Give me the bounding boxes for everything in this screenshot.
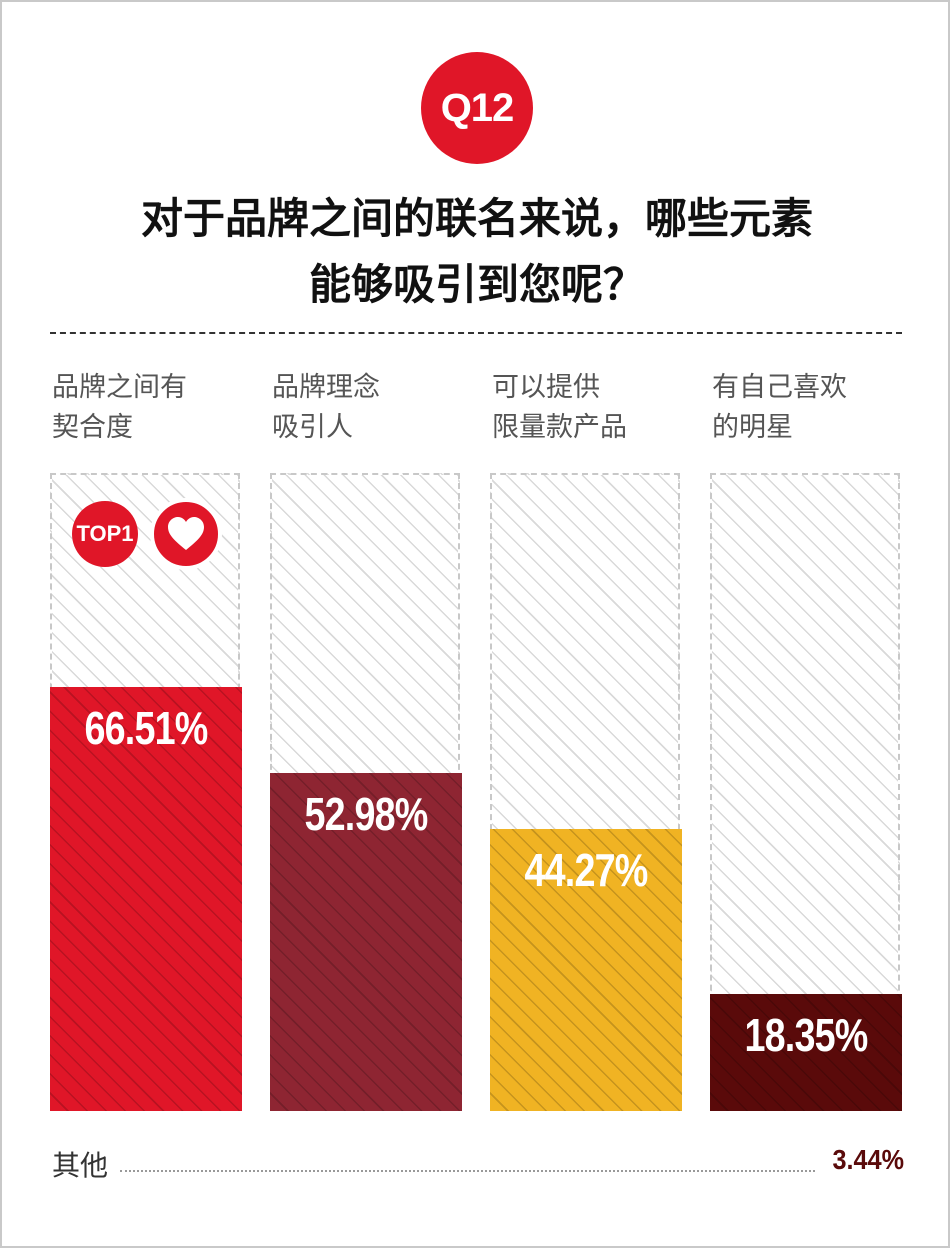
bar: 44.27% [490, 829, 682, 1111]
category-label: 有自己喜欢 的明星 [712, 368, 902, 448]
category-label-line: 契合度 [52, 412, 133, 443]
bar-hatch [710, 994, 902, 1111]
bar-value-label: 44.27% [524, 844, 648, 896]
other-value: 3.44% [832, 1144, 904, 1175]
category-label-line: 品牌之间有 [52, 372, 187, 403]
bar: 66.51% [50, 687, 242, 1111]
bar-hatch [490, 829, 682, 1111]
heart-icon [168, 517, 204, 550]
bar: 18.35% [710, 994, 902, 1111]
top1-badge: TOP1 [72, 501, 138, 567]
bar-hatch [50, 687, 242, 1111]
bar-value-label: 18.35% [744, 1009, 868, 1061]
heart-badge [150, 498, 222, 570]
chart-title: 对于品牌之间的联名来说，哪些元素 能够吸引到您呢？ [42, 186, 912, 318]
category-label-line: 限量款产品 [492, 412, 627, 443]
category-label-line: 的明星 [712, 412, 793, 443]
category-label: 品牌之间有 契合度 [52, 368, 242, 448]
title-line-1: 对于品牌之间的联名来说，哪些元素 [140, 194, 813, 243]
category-label-line: 可以提供 [492, 372, 600, 403]
other-label: 其他 [52, 1149, 109, 1182]
category-label-line: 吸引人 [272, 412, 353, 443]
question-badge: Q12 [421, 52, 533, 164]
title-line-2: 能够吸引到您呢？ [308, 260, 645, 309]
category-label: 可以提供 限量款产品 [492, 368, 682, 448]
category-label-line: 品牌理念 [272, 372, 380, 403]
category-label-line: 有自己喜欢 [712, 372, 847, 403]
other-leader-dots [120, 1170, 815, 1172]
dashed-divider [50, 332, 902, 334]
bar-value-label: 52.98% [304, 788, 428, 840]
bar: 52.98% [270, 773, 462, 1111]
category-label: 品牌理念 吸引人 [272, 368, 462, 448]
bar-hatch [270, 773, 462, 1111]
bar-value-label: 66.51% [84, 702, 208, 754]
